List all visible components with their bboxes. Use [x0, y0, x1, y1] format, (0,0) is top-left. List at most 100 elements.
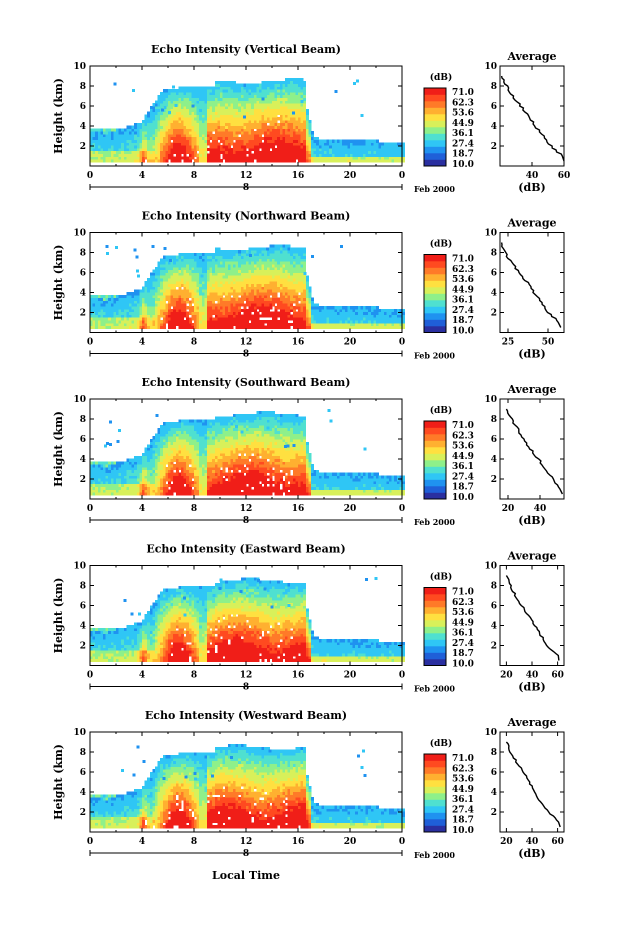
heatmap-cell	[295, 300, 299, 304]
heatmap-cell	[201, 289, 205, 293]
heatmap-cell	[235, 250, 239, 254]
heatmap-cell	[389, 153, 392, 157]
heatmap-cell	[295, 325, 299, 329]
heatmap-cell	[266, 292, 270, 296]
heatmap-cell	[253, 269, 257, 273]
heatmap-cell	[248, 89, 252, 93]
heatmap-cell	[118, 478, 122, 482]
heatmap-cell	[126, 492, 130, 496]
heatmap-cell	[256, 117, 260, 121]
heatmap-cell	[277, 117, 281, 121]
heatmap-cell	[334, 322, 338, 327]
heatmap-cell	[131, 159, 135, 163]
heatmap-cell	[238, 289, 242, 293]
heatmap-cell	[147, 464, 151, 468]
heatmap-cell	[113, 314, 117, 318]
avg-y-tick-label: 8	[491, 249, 497, 259]
heatmap-cell	[269, 247, 273, 251]
heatmap-cell	[139, 475, 143, 479]
heatmap-cell	[318, 308, 322, 313]
heatmap-cell	[253, 103, 257, 107]
heatmap-cell	[113, 478, 117, 482]
heatmap-cell	[147, 114, 151, 118]
heatmap-cell	[248, 255, 252, 259]
heatmap-cell	[352, 156, 356, 160]
heatmap-cell	[92, 317, 96, 321]
heatmap-cell	[256, 159, 260, 163]
heatmap-cell	[220, 150, 223, 154]
heatmap-cell	[368, 159, 372, 163]
heatmap-cell	[209, 278, 213, 282]
heatmap-cell	[183, 139, 187, 143]
heatmap-cell	[290, 142, 294, 146]
heatmap-cell	[178, 148, 182, 152]
heatmap-cell	[168, 120, 171, 124]
heatmap-cell	[225, 289, 229, 293]
heatmap-cell	[259, 145, 262, 149]
heatmap-cell	[152, 314, 156, 318]
heatmap-cell	[282, 114, 286, 118]
heatmap-cell	[339, 317, 343, 321]
heatmap-cell	[277, 247, 281, 251]
heatmap-cell	[103, 475, 106, 479]
heatmap-cell	[199, 156, 203, 160]
heatmap-cell	[279, 278, 283, 282]
heatmap-cell	[212, 94, 216, 98]
heatmap-cell	[256, 289, 260, 293]
heatmap-cell	[326, 139, 330, 143]
heatmap-cell	[238, 250, 242, 254]
heatmap-cell	[131, 294, 135, 299]
heatmap-cell	[152, 292, 156, 296]
heatmap-cell	[225, 294, 229, 299]
heatmap-cell	[235, 266, 239, 271]
heatmap-cell	[292, 322, 296, 327]
heatmap-cell	[157, 125, 161, 129]
heatmap-cell	[108, 461, 112, 465]
heatmap-cell	[246, 266, 249, 271]
heatmap-cell	[279, 100, 283, 104]
heatmap-cell	[279, 325, 283, 329]
heatmap-cell	[194, 89, 197, 93]
heatmap-cell	[277, 283, 281, 287]
heatmap-cell	[238, 303, 242, 307]
heatmap-cell	[308, 317, 312, 321]
heatmap-cell	[266, 94, 270, 98]
heatmap-cell	[370, 150, 374, 154]
heatmap-cell	[168, 303, 171, 307]
heatmap-cell	[199, 94, 203, 98]
heatmap-cell	[194, 97, 197, 101]
heatmap-cell	[188, 150, 192, 154]
heatmap-cell	[235, 89, 239, 93]
heatmap-cell	[274, 159, 278, 163]
heatmap-cell	[160, 272, 164, 276]
heatmap-cell	[376, 145, 379, 149]
heatmap-cell	[97, 325, 101, 329]
heatmap-cell	[277, 80, 281, 84]
heatmap-cell	[90, 311, 93, 315]
heatmap-cell	[389, 317, 392, 321]
heatmap-cell	[225, 80, 229, 84]
heatmap-cell	[272, 289, 275, 293]
heatmap-cell	[157, 136, 161, 140]
heatmap-cell	[212, 308, 216, 313]
heatmap-cell	[295, 289, 299, 293]
heatmap-cell	[175, 317, 179, 321]
heatmap-cell	[300, 247, 304, 251]
heatmap-cell	[201, 269, 205, 273]
heatmap-cell	[183, 300, 187, 304]
heatmap-cell	[191, 255, 195, 259]
heatmap-cell	[160, 148, 164, 152]
heatmap-cell	[103, 294, 106, 299]
heatmap-cell	[92, 489, 96, 493]
heatmap-cell	[230, 311, 234, 315]
heatmap-cell	[100, 145, 104, 149]
heatmap-cell	[134, 486, 138, 490]
heatmap-cell	[168, 280, 171, 285]
heatmap-cell	[152, 272, 156, 276]
heatmap-cell	[95, 148, 99, 152]
heatmap-cell	[342, 320, 346, 324]
heatmap-cell	[285, 117, 288, 121]
heatmap-cell	[342, 325, 346, 329]
heatmap-cell	[116, 148, 119, 152]
colorbar-tick-label: 27.4	[452, 139, 474, 149]
